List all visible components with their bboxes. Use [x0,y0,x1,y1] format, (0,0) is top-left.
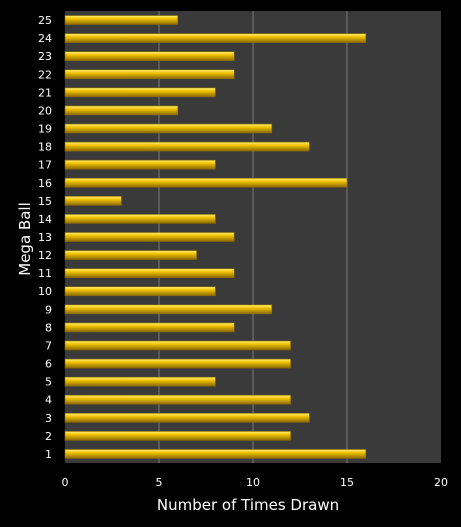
bar-25 [64,15,179,25]
y-tick-label: 14 [38,213,52,226]
y-tick-label: 17 [38,159,52,172]
bar-7 [64,340,291,351]
y-tick-label: 22 [38,68,52,81]
bar-12 [64,250,197,260]
bar-8 [64,322,235,333]
y-tick-labels: 1234567891011121314151617181920212223242… [38,14,52,461]
y-tick-label: 6 [45,358,52,371]
y-tick-label: 10 [38,285,52,298]
y-tick-label: 12 [38,249,52,262]
y-tick-label: 4 [45,394,52,407]
bar-23 [64,51,235,62]
bar-21 [64,87,216,98]
x-tick-label: 15 [340,476,354,489]
y-tick-label: 5 [45,376,52,389]
bar-6 [64,358,291,369]
bar-14 [64,214,216,224]
bar-11 [64,268,235,278]
bar-3 [64,412,310,423]
bar-16 [64,177,348,188]
y-tick-label: 18 [38,141,52,154]
y-tick-label: 20 [38,104,52,117]
bar-19 [64,123,273,134]
bar-24 [64,33,367,43]
x-tick-labels: 0 5 10 15 20 [62,476,449,489]
y-tick-label: 16 [38,177,52,190]
y-tick-label: 1 [45,448,52,461]
bar-20 [64,105,179,116]
x-tick-label: 20 [434,476,448,489]
y-tick-label: 23 [38,50,52,63]
bar-13 [64,232,235,242]
bar-18 [64,141,310,152]
y-axis-title: Mega Ball [16,202,34,275]
y-tick-label: 24 [38,32,52,45]
x-tick-label: 10 [246,476,260,489]
bar-2 [64,431,291,441]
bars [64,15,367,459]
y-tick-label: 7 [45,339,52,352]
x-tick-label: 5 [156,476,163,489]
bar-10 [64,286,216,297]
y-tick-label: 15 [38,195,52,208]
y-tick-label: 8 [45,321,52,334]
bar-15 [64,196,122,206]
bar-5 [64,376,216,387]
y-tick-label: 9 [45,303,52,316]
y-tick-label: 25 [38,14,52,27]
y-tick-label: 11 [38,267,52,280]
bar-9 [64,304,273,315]
x-tick-label: 0 [62,476,69,489]
y-tick-label: 13 [38,231,52,244]
x-axis-title: Number of Times Drawn [157,496,339,514]
bar-17 [64,159,216,170]
y-tick-label: 21 [38,86,52,99]
y-tick-label: 2 [45,430,52,443]
bar-1 [64,449,367,459]
y-tick-label: 19 [38,123,52,136]
bar-4 [64,394,291,405]
bar-22 [64,69,235,80]
y-tick-label: 3 [45,412,52,425]
